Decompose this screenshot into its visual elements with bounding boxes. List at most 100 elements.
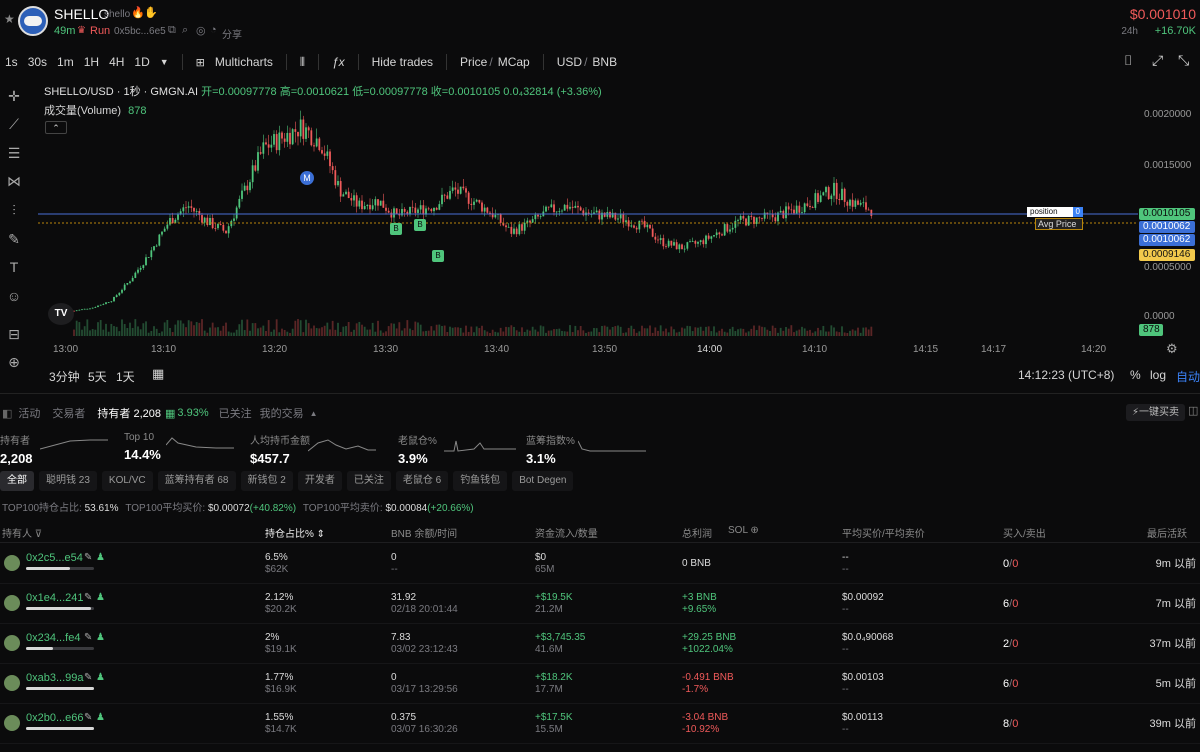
crosshair-icon[interactable]: ✛: [8, 88, 20, 104]
range-1d[interactable]: 1天: [116, 370, 135, 384]
holder-address[interactable]: 0xab3...99a: [26, 672, 84, 684]
log-toggle[interactable]: log: [1150, 368, 1167, 382]
col-sol[interactable]: SOL ⊕: [728, 525, 759, 536]
filter-insiders[interactable]: 老鼠仓 6: [395, 471, 449, 491]
range-3min[interactable]: 3分钟: [49, 370, 80, 384]
col-bnb[interactable]: BNB 余额/时间: [391, 529, 458, 540]
filter-new-wallet[interactable]: 新钱包 2: [240, 471, 293, 491]
table-row[interactable]: 0x234...fe4 ✎ ♟ 2% $19.1K 7.83 03/02 23:12:43 +…: [0, 624, 1200, 664]
edit-icon[interactable]: ✎: [84, 592, 93, 603]
star-icon[interactable]: ★: [4, 12, 15, 26]
chart-type-icon[interactable]: ⫴: [299, 54, 305, 69]
edit-icon[interactable]: ✎: [84, 672, 93, 683]
fullscreen-icon[interactable]: ⤢: [1152, 52, 1164, 68]
multicharts-icon[interactable]: ⊞: [195, 56, 205, 69]
zoom-icon[interactable]: ⊕: [8, 354, 20, 370]
marker-m[interactable]: M: [300, 171, 314, 185]
table-row[interactable]: 0x2c5...e54 ✎ ♟ 6.5% $62K 0 -- $0 65M 0 BNB -- -- 0/…: [0, 544, 1200, 584]
horizontal-lines-icon[interactable]: ☰: [7, 145, 21, 161]
bnb-toggle[interactable]: BNB: [592, 55, 618, 69]
chevron-down-icon[interactable]: ▼: [159, 57, 169, 67]
search-icon[interactable]: ⌕: [182, 24, 189, 36]
interval-1h[interactable]: 1H: [83, 55, 100, 69]
multicharts-button[interactable]: Multicharts: [214, 55, 273, 69]
col-flow[interactable]: 资金流入/数量: [535, 529, 598, 540]
indicators-icon[interactable]: ƒx: [331, 55, 345, 69]
edit-icon[interactable]: ✎: [84, 632, 93, 643]
filter-smart-money[interactable]: 聪明钱 23: [39, 471, 97, 491]
tab-traders[interactable]: 交易者: [52, 408, 86, 420]
interval-1d[interactable]: 1D: [134, 55, 150, 69]
panel-toggle-icon[interactable]: ◫: [1188, 405, 1199, 417]
emoji-icon[interactable]: ☺: [6, 288, 22, 304]
col-pct[interactable]: 持仓占比% ⇕: [265, 529, 326, 540]
quick-buy-button[interactable]: ⚡一键买卖: [1126, 404, 1186, 421]
expand-icon[interactable]: ⤡: [1178, 52, 1190, 68]
col-last-active[interactable]: 最后活跃: [1147, 529, 1187, 540]
mcap-toggle[interactable]: MCap: [497, 55, 530, 69]
fib-icon[interactable]: ⫶: [12, 202, 16, 218]
collapse-legend-button[interactable]: ⌃: [45, 121, 67, 134]
candle-body: [385, 207, 387, 211]
col-avg-price[interactable]: 平均买价/平均卖价: [842, 529, 925, 540]
col-profit[interactable]: 总利润: [682, 529, 712, 540]
table-row[interactable]: 0x1e4...241 ✎ ♟ 2.12% $20.2K 31.92 02/18 20:01…: [0, 584, 1200, 624]
brush-icon[interactable]: ✎: [8, 231, 20, 247]
calendar-icon[interactable]: ▦: [152, 366, 165, 381]
marker-b[interactable]: B: [432, 250, 444, 262]
col-buy-sell[interactable]: 买入/卖出: [1003, 529, 1046, 540]
filter-icon[interactable]: ⊽: [32, 529, 43, 540]
holder-address[interactable]: 0x2c5...e54: [26, 552, 83, 564]
swap-icon[interactable]: ⊕: [747, 525, 759, 536]
candle-body: [625, 220, 627, 223]
usd-toggle[interactable]: USD: [556, 55, 583, 69]
interval-30s[interactable]: 30s: [27, 55, 48, 69]
col-holder[interactable]: 持有人 ⊽: [2, 529, 43, 540]
candle-body: [678, 244, 681, 250]
ruler-icon[interactable]: ⊟: [8, 326, 20, 342]
percent-toggle[interactable]: %: [1130, 368, 1141, 382]
globe-icon[interactable]: ◎: [196, 25, 206, 37]
filter-kol[interactable]: KOL/VC: [101, 471, 153, 491]
edit-icon[interactable]: ✎: [84, 712, 93, 723]
share-icon[interactable]: ◔: [210, 24, 217, 36]
camera-icon[interactable]: ⌷: [1124, 52, 1133, 68]
table-row[interactable]: 0xab3...99a ✎ ♟ 1.77% $16.9K 0 03/17 13:29:56 +…: [0, 664, 1200, 704]
marker-b[interactable]: B: [390, 223, 402, 235]
hide-trades-button[interactable]: Hide trades: [371, 55, 434, 69]
filter-bot[interactable]: Bot Degen: [512, 471, 574, 491]
marker-b[interactable]: B: [414, 219, 426, 231]
filter-bluechip[interactable]: 蓝筹持有者 68: [157, 471, 236, 491]
copy-icon[interactable]: ⧉: [168, 24, 176, 36]
share-label[interactable]: 分享: [222, 30, 242, 41]
table-row[interactable]: 0x2b0...e66 ✎ ♟ 1.55% $14.7K 0.375 03/07 16:30…: [0, 704, 1200, 744]
price-chart[interactable]: [38, 80, 1138, 338]
price-toggle[interactable]: Price: [460, 55, 488, 69]
range-5d[interactable]: 5天: [88, 370, 107, 384]
tab-activity[interactable]: 活动: [18, 408, 41, 420]
trendline-icon[interactable]: ⟋: [9, 116, 19, 132]
tab-followed[interactable]: 已关注: [218, 408, 252, 420]
filter-followed[interactable]: 已关注: [346, 471, 391, 491]
sort-icon[interactable]: ⇕: [313, 529, 326, 540]
filter-dev[interactable]: 开发者: [297, 471, 342, 491]
filter-phishing[interactable]: 钓鱼钱包: [453, 471, 508, 491]
interval-1s[interactable]: 1s: [5, 55, 18, 69]
tab-my-trades[interactable]: 我的交易: [259, 408, 304, 420]
auto-toggle[interactable]: 自动: [1176, 370, 1200, 384]
text-icon[interactable]: T: [9, 259, 19, 275]
tab-holders[interactable]: 持有者 2,208: [97, 408, 161, 420]
contract-address[interactable]: 0x5bc...6e5: [114, 26, 166, 37]
edit-icon[interactable]: ✎: [84, 552, 93, 563]
settings-icon[interactable]: ⚙: [1166, 341, 1178, 356]
holder-address[interactable]: 0x234...fe4: [26, 632, 81, 644]
holder-address[interactable]: 0x1e4...241: [26, 592, 84, 604]
volume-bar: [539, 325, 542, 336]
interval-4h[interactable]: 4H: [109, 55, 125, 69]
holder-address[interactable]: 0x2b0...e66: [26, 712, 84, 724]
candle-body: [761, 218, 763, 219]
filter-all[interactable]: 全部: [0, 471, 34, 491]
triangle-up-icon[interactable]: ▲: [309, 408, 318, 418]
interval-1m[interactable]: 1m: [57, 55, 74, 69]
pattern-icon[interactable]: ⋈: [7, 173, 21, 189]
